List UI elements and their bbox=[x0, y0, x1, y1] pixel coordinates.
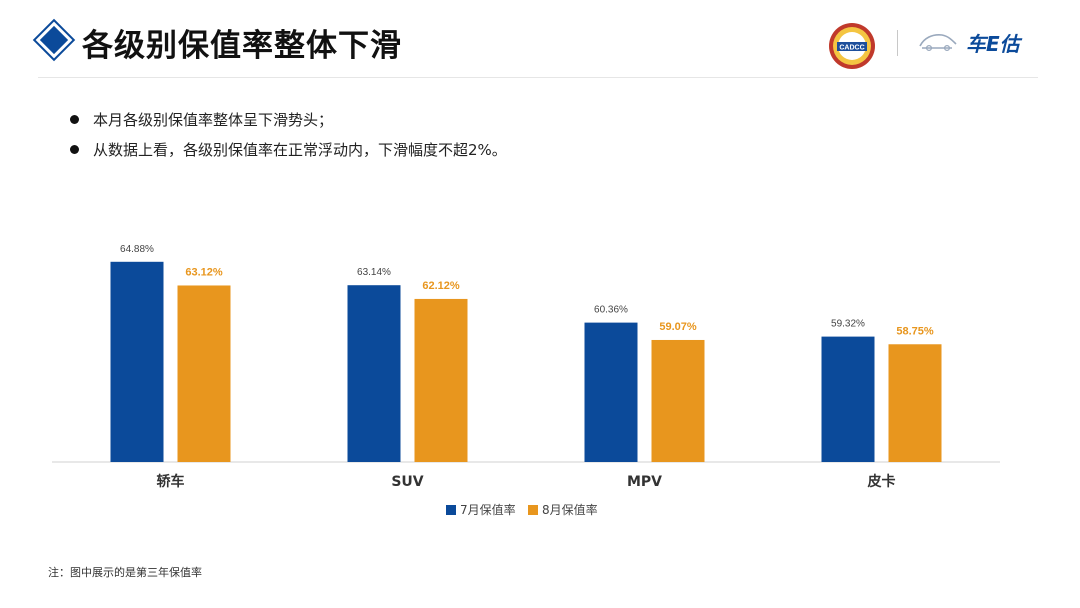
bar-jul bbox=[110, 261, 164, 462]
data-label: 63.14% bbox=[357, 267, 391, 278]
bullet-text: 从数据上看，各级别保值率在正常浮动内，下滑幅度不超2%。 bbox=[93, 140, 507, 159]
header: 各级别保值率整体下滑 CADCC 车E估 bbox=[0, 0, 1080, 78]
bullet-item: 本月各级别保值率整体呈下滑势头； bbox=[70, 104, 507, 134]
page-title: 各级别保值率整体下滑 bbox=[82, 28, 402, 64]
data-label: 60.36% bbox=[594, 305, 628, 316]
legend-label: 8月保值率 bbox=[542, 502, 598, 517]
bar-chart: 64.88% 63.12% 轿车 63.14% 62.12% SUV 60.36% 59.07… bbox=[52, 244, 1000, 517]
x-tick-label: 轿车 bbox=[157, 473, 185, 490]
legend-label: 7月保值率 bbox=[460, 502, 516, 517]
car-outline-icon bbox=[919, 34, 957, 52]
logo-separator bbox=[897, 30, 898, 56]
bullet-text: 本月各级别保值率整体呈下滑势头； bbox=[93, 110, 334, 129]
bullet-dot-icon bbox=[70, 144, 79, 154]
footnote: 注：图中展示的是第三年保值率 bbox=[48, 566, 202, 579]
bullet-dot-icon bbox=[70, 114, 79, 124]
bullet-item: 从数据上看，各级别保值率在正常浮动内，下滑幅度不超2%。 bbox=[70, 134, 507, 164]
x-tick-label: SUV bbox=[391, 474, 423, 490]
legend-swatch bbox=[528, 505, 538, 515]
data-label: 63.12% bbox=[185, 266, 223, 278]
bullet-list: 本月各级别保值率整体呈下滑势头； 从数据上看，各级别保值率在正常浮动内，下滑幅度… bbox=[70, 104, 507, 164]
diamond-icon bbox=[39, 25, 69, 55]
data-label: 59.07% bbox=[659, 321, 697, 333]
legend-swatch bbox=[446, 505, 456, 515]
data-label: 64.88% bbox=[120, 244, 154, 255]
bar-jul bbox=[584, 322, 638, 462]
data-label: 59.32% bbox=[831, 319, 865, 330]
bar-jul bbox=[821, 336, 875, 462]
x-tick-label: 皮卡 bbox=[867, 473, 896, 490]
x-tick-label: MPV bbox=[627, 474, 662, 490]
bar-aug bbox=[414, 298, 468, 462]
bar-aug bbox=[888, 344, 942, 462]
cadcc-logo-text: CADCC bbox=[839, 45, 864, 52]
data-label: 58.75% bbox=[896, 325, 934, 337]
brand-logo-text: 车E估 bbox=[966, 32, 1020, 56]
cadcc-logo-icon: CADCC bbox=[829, 23, 875, 69]
bar-aug bbox=[651, 339, 705, 462]
header-divider bbox=[38, 77, 1038, 78]
data-label: 62.12% bbox=[422, 280, 460, 292]
bar-jul bbox=[347, 285, 401, 462]
bar-aug bbox=[177, 285, 231, 462]
